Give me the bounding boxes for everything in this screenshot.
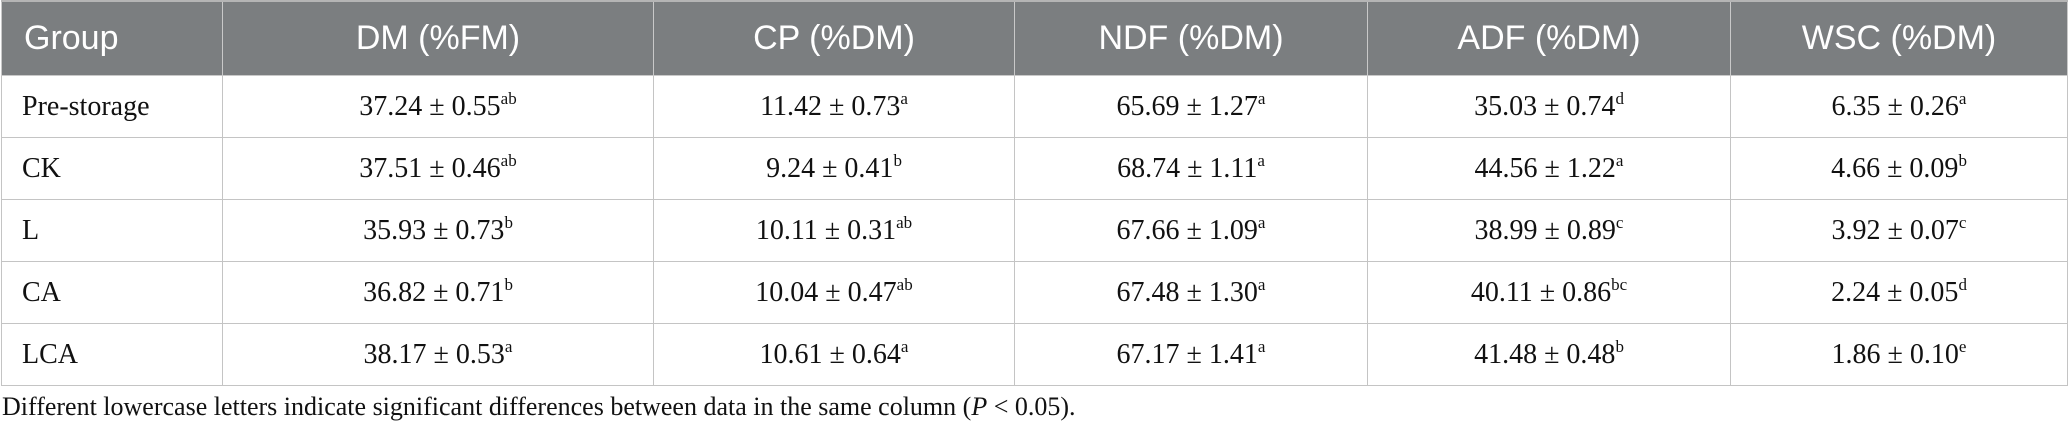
significance-letter: a: [900, 88, 908, 108]
significance-letter: ab: [500, 150, 517, 170]
table-cell: 35.93 ± 0.73b: [222, 199, 654, 262]
table-row: L 35.93 ± 0.73b 10.11 ± 0.31ab 67.66 ± 1…: [1, 199, 2068, 262]
cell-value: 44.56 ± 1.22: [1474, 152, 1616, 184]
cell-value: 3.92 ± 0.07: [1831, 214, 1959, 246]
cell-value: 38.17 ± 0.53: [363, 338, 505, 370]
significance-letter: b: [504, 274, 513, 294]
significance-letter: bc: [1611, 274, 1628, 294]
significance-letter: ab: [896, 212, 913, 232]
header-wsc: WSC (%DM): [1730, 0, 2068, 76]
table-cell: 36.82 ± 0.71b: [222, 261, 654, 324]
table-cell: 6.35 ± 0.26a: [1730, 75, 2068, 138]
group-cell: LCA: [1, 323, 223, 386]
significance-letter: d: [1958, 274, 1967, 294]
significance-letter: c: [1958, 212, 1967, 232]
table-header-row: Group DM (%FM) CP (%DM) NDF (%DM) ADF (%…: [1, 0, 2068, 76]
cell-value: 11.42 ± 0.73: [760, 90, 901, 122]
cell-value: 67.48 ± 1.30: [1116, 276, 1258, 308]
table-cell: 37.24 ± 0.55ab: [222, 75, 654, 138]
table-cell: 67.17 ± 1.41a: [1014, 323, 1368, 386]
table-cell: 41.48 ± 0.48b: [1367, 323, 1731, 386]
table-cell: 2.24 ± 0.05d: [1730, 261, 2068, 324]
table-cell: 1.86 ± 0.10e: [1730, 323, 2068, 386]
cell-value: 67.66 ± 1.09: [1116, 214, 1258, 246]
significance-letter: b: [1615, 336, 1624, 356]
table-cell: 3.92 ± 0.07c: [1730, 199, 2068, 262]
table-cell: 68.74 ± 1.11a: [1014, 137, 1368, 200]
table-cell: 4.66 ± 0.09b: [1730, 137, 2068, 200]
significance-letter: a: [1257, 274, 1266, 294]
table-footnote: Different lowercase letters indicate sig…: [2, 392, 1076, 422]
significance-letter: b: [893, 150, 902, 170]
table-cell: 38.17 ± 0.53a: [222, 323, 654, 386]
footnote-p-symbol: P: [971, 392, 988, 421]
table-row: CK 37.51 ± 0.46ab 9.24 ± 0.41b 68.74 ± 1…: [1, 137, 2068, 200]
group-cell: L: [1, 199, 223, 262]
table-cell: 38.99 ± 0.89c: [1367, 199, 1731, 262]
significance-letter: a: [504, 336, 513, 356]
cell-value: 4.66 ± 0.09: [1831, 152, 1959, 184]
table-cell: 44.56 ± 1.22a: [1367, 137, 1731, 200]
significance-letter: ab: [500, 88, 517, 108]
cell-value: 10.04 ± 0.47: [755, 276, 897, 308]
group-cell: CK: [1, 137, 223, 200]
significance-letter: e: [1958, 336, 1967, 356]
significance-letter: a: [1257, 212, 1266, 232]
cell-value: 6.35 ± 0.26: [1831, 90, 1959, 122]
table-cell: 10.61 ± 0.64a: [653, 323, 1015, 386]
cell-value: 10.11 ± 0.31: [755, 214, 897, 246]
table-cell: 67.66 ± 1.09a: [1014, 199, 1368, 262]
cell-value: 36.82 ± 0.71: [363, 276, 505, 308]
table-cell: 65.69 ± 1.27a: [1014, 75, 1368, 138]
header-group: Group: [1, 0, 223, 76]
cell-value: 2.24 ± 0.05: [1831, 276, 1959, 308]
footnote-text-before: Different lowercase letters indicate sig…: [2, 392, 972, 421]
table-cell: 67.48 ± 1.30a: [1014, 261, 1368, 324]
footnote-text-after: < 0.05).: [987, 392, 1076, 421]
header-dm: DM (%FM): [222, 0, 654, 76]
table-cell: 35.03 ± 0.74d: [1367, 75, 1731, 138]
cell-value: 38.99 ± 0.89: [1474, 214, 1616, 246]
cell-value: 65.69 ± 1.27: [1116, 90, 1258, 122]
significance-letter: a: [900, 336, 909, 356]
significance-letter: c: [1615, 212, 1624, 232]
table-cell: 11.42 ± 0.73a: [653, 75, 1015, 138]
data-table-container: Group DM (%FM) CP (%DM) NDF (%DM) ADF (%…: [1, 0, 2068, 386]
significance-letter: b: [504, 212, 513, 232]
cell-value: 10.61 ± 0.64: [759, 338, 901, 370]
cell-value: 37.24 ± 0.55: [359, 90, 501, 122]
table-cell: 10.11 ± 0.31ab: [653, 199, 1015, 262]
table-row: CA 36.82 ± 0.71b 10.04 ± 0.47ab 67.48 ± …: [1, 261, 2068, 324]
header-cp: CP (%DM): [653, 0, 1015, 76]
cell-value: 1.86 ± 0.10: [1831, 338, 1959, 370]
significance-letter: ab: [896, 274, 913, 294]
header-adf: ADF (%DM): [1367, 0, 1731, 76]
table-cell: 10.04 ± 0.47ab: [653, 261, 1015, 324]
significance-letter: a: [1615, 150, 1624, 170]
cell-value: 9.24 ± 0.41: [766, 152, 894, 184]
data-table: Group DM (%FM) CP (%DM) NDF (%DM) ADF (%…: [1, 0, 2068, 386]
table-cell: 40.11 ± 0.86bc: [1367, 261, 1731, 324]
table-cell: 9.24 ± 0.41b: [653, 137, 1015, 200]
significance-letter: b: [1958, 150, 1967, 170]
header-ndf: NDF (%DM): [1014, 0, 1368, 76]
cell-value: 67.17 ± 1.41: [1116, 338, 1258, 370]
significance-letter: a: [1257, 88, 1266, 108]
significance-letter: a: [1257, 336, 1266, 356]
cell-value: 41.48 ± 0.48: [1474, 338, 1616, 370]
cell-value: 68.74 ± 1.11: [1117, 152, 1258, 184]
table-row: Pre-storage 37.24 ± 0.55ab 11.42 ± 0.73a…: [1, 75, 2068, 138]
significance-letter: a: [1257, 150, 1265, 170]
group-cell: CA: [1, 261, 223, 324]
table-cell: 37.51 ± 0.46ab: [222, 137, 654, 200]
cell-value: 35.93 ± 0.73: [363, 214, 505, 246]
cell-value: 40.11 ± 0.86: [1470, 276, 1612, 308]
significance-letter: a: [1958, 88, 1967, 108]
group-cell: Pre-storage: [1, 75, 223, 138]
cell-value: 37.51 ± 0.46: [359, 152, 501, 184]
significance-letter: d: [1615, 88, 1624, 108]
table-row: LCA 38.17 ± 0.53a 10.61 ± 0.64a 67.17 ± …: [1, 323, 2068, 386]
cell-value: 35.03 ± 0.74: [1474, 90, 1616, 122]
